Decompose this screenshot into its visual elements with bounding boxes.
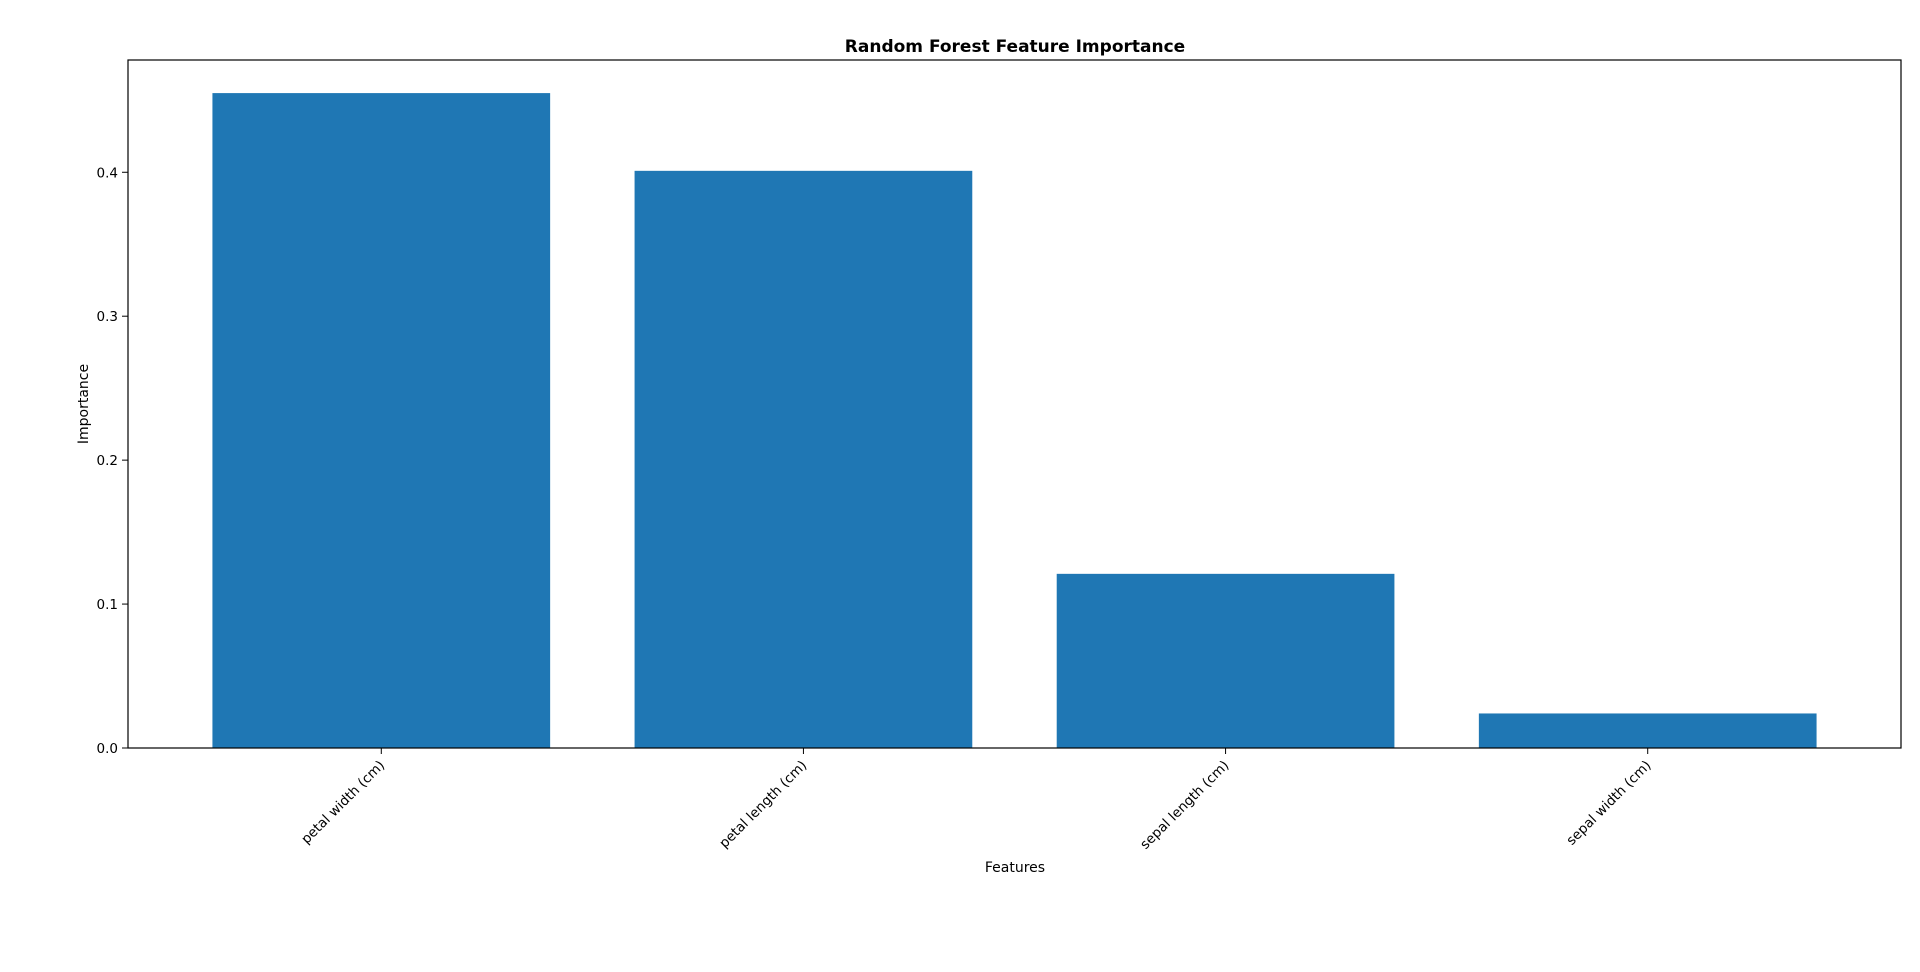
chart-title: Random Forest Feature Importance [845, 37, 1185, 57]
y-tick-label-2: 0.2 [97, 453, 118, 469]
y-tick-label-3: 0.3 [97, 309, 118, 325]
y-axis-label: Importance [76, 364, 92, 444]
y-tick-label-1: 0.1 [97, 597, 118, 613]
bar-1 [212, 93, 551, 749]
bar-2 [634, 170, 973, 748]
x-axis-label: Features [985, 860, 1045, 876]
bar-4 [1478, 713, 1817, 748]
bar-3 [1056, 573, 1395, 748]
y-axis-ticks: 0.0 0.1 0.2 0.3 0.4 [97, 165, 128, 757]
y-tick-label-0: 0.0 [97, 741, 118, 757]
bars-group [212, 93, 1817, 749]
plot-area-frame [127, 59, 1902, 749]
y-tick-label-4: 0.4 [97, 165, 118, 181]
